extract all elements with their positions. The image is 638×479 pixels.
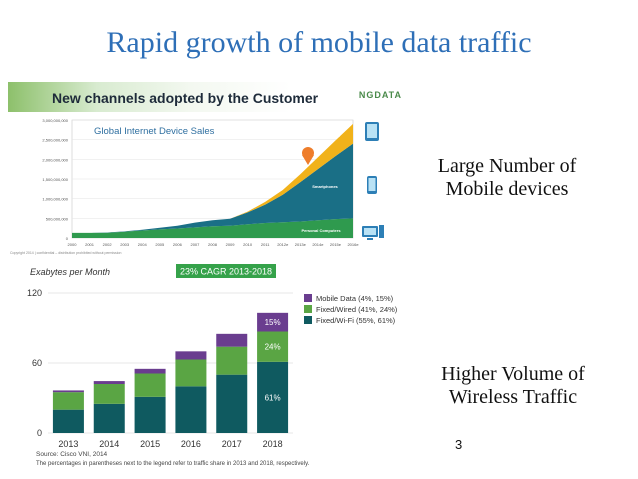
data-label: 24%	[265, 343, 281, 352]
y-tick-label: 0	[66, 236, 69, 241]
devices-text-line1: Large Number of	[437, 155, 577, 177]
y-tick-label: 2,000,000,000	[42, 157, 68, 162]
area-series-tablets	[72, 123, 353, 233]
ngdata-logo: NGDATA	[358, 90, 402, 100]
devices-text: Large Number of Mobile devices	[397, 155, 617, 201]
x-tick-label: 2012e	[277, 242, 289, 247]
x-tick-label: 2011	[261, 242, 270, 247]
x-tick-label: 2000	[68, 242, 78, 247]
legend-swatch	[304, 316, 312, 324]
pc-label: Personal Computers	[301, 228, 341, 233]
traffic-text: Higher Volume of Wireless Traffic	[403, 363, 623, 409]
page-number: 3	[455, 437, 463, 452]
bar-segment	[93, 384, 125, 404]
banner-title: New channels adopted by the Customer	[52, 90, 319, 106]
x-tick-label: 2015e	[330, 242, 342, 247]
x-tick-label: 2017	[222, 439, 242, 449]
x-tick-label: 2008	[208, 242, 218, 247]
bar-segment	[52, 390, 84, 393]
x-tick-label: 2013e	[295, 242, 307, 247]
source-line-1: Source: Cisco VNI, 2014	[36, 451, 108, 458]
cagr-label: 23% CAGR 2013-2018	[180, 267, 272, 277]
tablet-icon	[365, 122, 379, 141]
source-line-2: The percentages in parentheses next to t…	[36, 461, 310, 467]
traffic-bar-chart: Exabytes per Month 23% CAGR 2013-2018 120 6…	[27, 264, 398, 467]
y-tick-label: 1,500,000,000	[42, 177, 68, 182]
device-icons	[362, 122, 384, 240]
x-tick-label: 2006	[173, 242, 183, 247]
y-tick-label: 2,500,000,000	[42, 138, 68, 143]
x-tick-label: 2014e	[312, 242, 324, 247]
data-label: 61%	[265, 393, 281, 402]
bar-segment	[175, 386, 207, 433]
bar-segment	[257, 331, 289, 362]
legend-swatch	[304, 305, 312, 313]
legend-swatch	[304, 294, 312, 302]
bar-segment	[134, 368, 166, 374]
bar-segment	[175, 351, 207, 360]
y-tick-label: 60	[32, 358, 42, 368]
cagr-badge	[176, 264, 276, 278]
device-sales-chart: 3,000,000,000 2,500,000,000 2,000,000,000 1…	[10, 118, 359, 255]
panel-banner: New channels adopted by the Customer NGD…	[8, 82, 412, 112]
slide-title: Rapid growth of mobile data traffic	[106, 26, 532, 59]
bar-segment	[216, 333, 248, 347]
devices-text-line2: Mobile devices	[445, 178, 569, 200]
data-label: 15%	[265, 318, 281, 327]
device-sales-panel: New channels adopted by the Customer NGD…	[8, 80, 412, 258]
smartphone-icon	[367, 176, 377, 194]
annotation-label: We are here	[254, 153, 291, 160]
bar-segment	[52, 392, 84, 410]
x-tick-label: 2002	[103, 242, 113, 247]
bar-segment	[134, 396, 166, 433]
tablets-label: Tablets	[326, 133, 340, 138]
y-tick-label: 3,000,000,000	[42, 118, 68, 123]
smartphones-label: Smartphones	[312, 184, 338, 189]
x-tick-label: 2004	[138, 242, 148, 247]
y-tick-label: 0	[37, 428, 42, 438]
y-tick-label: 500,000,000	[46, 216, 69, 221]
x-tick-label: 2013	[58, 439, 78, 449]
area-series-smartphones	[72, 143, 353, 233]
bar-segment	[216, 346, 248, 375]
chart-title: Global Internet Device Sales	[94, 126, 215, 137]
bar-segment	[216, 374, 248, 433]
x-tick-label: 2003	[120, 242, 130, 247]
bar-segment	[93, 403, 125, 433]
area-series-personal-computers	[72, 218, 353, 238]
legend-label: Fixed/Wi-Fi (55%, 61%)	[316, 316, 396, 325]
x-tick-label: 2005	[155, 242, 165, 247]
location-marker-tip	[302, 155, 314, 165]
x-tick-label: 2007	[190, 242, 200, 247]
legend-label: Mobile Data (4%, 15%)	[316, 294, 394, 303]
bar-segment	[93, 381, 125, 384]
x-tick-label: 2009	[226, 242, 236, 247]
bar-segment	[257, 312, 289, 332]
x-tick-label: 2016	[181, 439, 201, 449]
x-tick-label: 2015	[140, 439, 160, 449]
y-tick-label: 120	[27, 288, 42, 298]
x-tick-label: 2001	[85, 242, 95, 247]
bar-segment	[257, 361, 289, 433]
x-tick-label: 2010	[243, 242, 253, 247]
y-axis-label: Exabytes per Month	[30, 267, 110, 277]
bar-segment	[52, 409, 84, 433]
copyright-text: Copyright 2014 | confidential – distribu…	[10, 251, 121, 255]
computer-icon	[362, 225, 384, 240]
x-tick-label: 2018	[263, 439, 283, 449]
legend-label: Fixed/Wired (41%, 24%)	[316, 305, 398, 314]
bar-segment	[175, 359, 207, 387]
x-tick-label: 2016e	[347, 242, 359, 247]
x-tick-label: 2014	[99, 439, 119, 449]
traffic-text-line2: Wireless Traffic	[448, 386, 578, 408]
bar-segment	[134, 373, 166, 397]
traffic-text-line1: Higher Volume of	[441, 363, 585, 385]
y-tick-label: 1,000,000,000	[42, 197, 68, 202]
